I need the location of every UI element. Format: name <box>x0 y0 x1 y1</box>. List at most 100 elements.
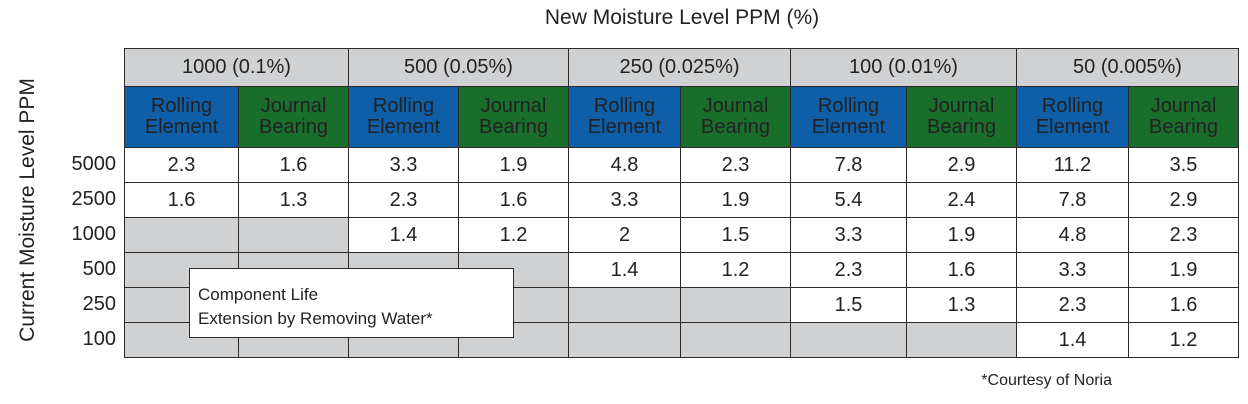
note-line-1: Component Life <box>198 285 319 304</box>
value-cell: 1.6 <box>906 252 1017 288</box>
bearing-type-line: Element <box>366 116 441 138</box>
row-label: 2500 <box>71 188 117 210</box>
value-cell: 1.2 <box>1128 322 1239 358</box>
rolling-element-header: Rolling Element <box>568 86 681 148</box>
blank-cell <box>568 322 681 358</box>
bearing-type-line: Element <box>587 116 662 138</box>
journal-bearing-header: Journal Bearing <box>238 86 349 148</box>
chart-title: New Moisture Level PPM (%) <box>544 6 820 29</box>
concentration-header: 500 (0.05%) <box>348 48 569 87</box>
value-cell: 11.2 <box>1016 147 1129 183</box>
value-cell: 1.4 <box>348 217 459 253</box>
row-label: 5000 <box>71 153 117 175</box>
bearing-type-line: Bearing <box>701 116 770 138</box>
blank-cell <box>906 322 1017 358</box>
row-label: 1000 <box>71 223 117 245</box>
value-cell: 1.4 <box>568 252 681 288</box>
note-box: Component Life Extension by Removing Wat… <box>189 268 514 338</box>
bearing-type-header-row: Rolling Element Journal Bearing Rolling Eleme… <box>124 86 1239 148</box>
concentration-header-row: 1000 (0.1%) 500 (0.05%) 250 (0.025%) 100 (0… <box>124 48 1239 87</box>
bearing-type-line: Journal <box>702 95 769 117</box>
bearing-type-line: Bearing <box>259 116 328 138</box>
bearing-type-line: Element <box>811 116 886 138</box>
bearing-type-line: Bearing <box>927 116 996 138</box>
journal-bearing-header: Journal Bearing <box>680 86 791 148</box>
value-cell: 3.5 <box>1128 147 1239 183</box>
value-cell: 1.3 <box>238 182 349 218</box>
value-cell: 1.5 <box>790 287 907 323</box>
rolling-element-header: Rolling Element <box>348 86 459 148</box>
note-line-2: Extension by Removing Water* <box>198 308 433 328</box>
concentration-header: 250 (0.025%) <box>568 48 791 87</box>
value-cell: 1.9 <box>906 217 1017 253</box>
bearing-type-line: Bearing <box>479 116 548 138</box>
rolling-element-header: Rolling Element <box>1016 86 1129 148</box>
value-cell: 2 <box>568 217 681 253</box>
value-cell: 2.3 <box>1128 217 1239 253</box>
value-cell: 7.8 <box>1016 182 1129 218</box>
value-cell: 1.9 <box>458 147 569 183</box>
value-cell: 1.4 <box>1016 322 1129 358</box>
value-cell: 2.3 <box>1016 287 1129 323</box>
bearing-type-line: Journal <box>928 95 995 117</box>
bearing-type-line: Rolling <box>150 95 213 117</box>
blank-cell <box>238 217 349 253</box>
value-cell: 1.3 <box>906 287 1017 323</box>
blank-cell <box>124 217 239 253</box>
rolling-element-header: Rolling Element <box>790 86 907 148</box>
value-cell: 1.9 <box>1128 252 1239 288</box>
table-row: 2.3 1.6 3.3 1.9 4.8 2.3 7.8 2.9 11.2 3.5 <box>124 147 1239 183</box>
value-cell: 2.9 <box>906 147 1017 183</box>
value-cell: 3.3 <box>1016 252 1129 288</box>
value-cell: 1.6 <box>458 182 569 218</box>
row-label: 100 <box>82 328 116 350</box>
blank-cell <box>680 322 791 358</box>
bearing-type-line: Journal <box>1150 95 1217 117</box>
bearing-type-line: Journal <box>260 95 327 117</box>
value-cell: 1.6 <box>1128 287 1239 323</box>
blank-cell <box>790 322 907 358</box>
bearing-type-line: Bearing <box>1149 116 1218 138</box>
rolling-element-header: Rolling Element <box>124 86 239 148</box>
value-cell: 2.3 <box>348 182 459 218</box>
value-cell: 1.2 <box>680 252 791 288</box>
journal-bearing-header: Journal Bearing <box>906 86 1017 148</box>
value-cell: 2.3 <box>124 147 239 183</box>
value-cell: 2.9 <box>1128 182 1239 218</box>
bearing-type-line: Element <box>1035 116 1110 138</box>
value-cell: 7.8 <box>790 147 907 183</box>
row-label: 500 <box>82 258 116 280</box>
value-cell: 1.6 <box>124 182 239 218</box>
value-cell: 2.4 <box>906 182 1017 218</box>
value-cell: 1.2 <box>458 217 569 253</box>
value-cell: 5.4 <box>790 182 907 218</box>
value-cell: 3.3 <box>568 182 681 218</box>
value-cell: 1.5 <box>680 217 791 253</box>
table-row: 1.4 1.2 2 1.5 3.3 1.9 4.8 2.3 <box>124 217 1239 253</box>
value-cell: 3.3 <box>790 217 907 253</box>
value-cell: 2.3 <box>680 147 791 183</box>
journal-bearing-header: Journal Bearing <box>1128 86 1239 148</box>
value-cell: 4.8 <box>568 147 681 183</box>
value-cell: 3.3 <box>348 147 459 183</box>
row-label: 250 <box>82 293 116 315</box>
bearing-type-line: Rolling <box>817 95 880 117</box>
table-row: 1.6 1.3 2.3 1.6 3.3 1.9 5.4 2.4 7.8 2.9 <box>124 182 1239 218</box>
value-cell: 2.3 <box>790 252 907 288</box>
value-cell: 1.9 <box>680 182 791 218</box>
blank-cell <box>458 322 569 358</box>
concentration-header: 50 (0.005%) <box>1016 48 1239 87</box>
value-cell: 4.8 <box>1016 217 1129 253</box>
bearing-type-line: Rolling <box>1041 95 1104 117</box>
y-axis-label: Current Moisture Level PPM <box>16 78 39 342</box>
bearing-type-line: Rolling <box>593 95 656 117</box>
blank-cell <box>680 287 791 323</box>
concentration-header: 1000 (0.1%) <box>124 48 349 87</box>
concentration-header: 100 (0.01%) <box>790 48 1017 87</box>
bearing-type-line: Rolling <box>372 95 435 117</box>
bearing-type-line: Journal <box>480 95 547 117</box>
journal-bearing-header: Journal Bearing <box>458 86 569 148</box>
bearing-type-line: Element <box>144 116 219 138</box>
value-cell: 1.6 <box>238 147 349 183</box>
blank-cell <box>568 287 681 323</box>
